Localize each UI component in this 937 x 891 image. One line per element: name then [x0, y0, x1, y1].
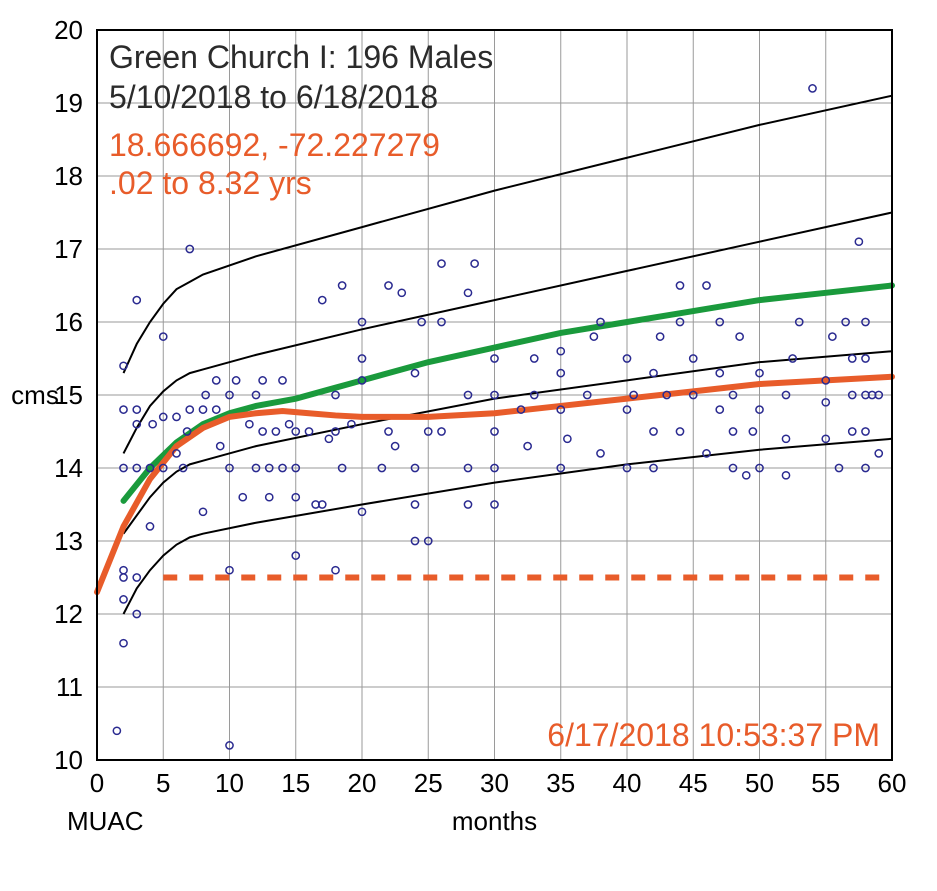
chart-svg: 0510152025303540455055601011121314151617… [0, 0, 937, 891]
x-tick-label: 20 [348, 768, 377, 798]
chart-title-line1: Green Church I: 196 Males [109, 39, 493, 75]
x-tick-label: 45 [679, 768, 708, 798]
x-tick-label: 0 [90, 768, 104, 798]
y-tick-label: 19 [54, 88, 83, 118]
x-tick-label: 50 [745, 768, 774, 798]
y-axis-label: cms [11, 380, 59, 410]
x-axis-label: months [452, 806, 537, 836]
x-tick-label: 30 [480, 768, 509, 798]
x-tick-label: 60 [878, 768, 907, 798]
muac-chart: 0510152025303540455055601011121314151617… [0, 0, 937, 891]
y-tick-label: 11 [56, 672, 83, 702]
y-tick-label: 13 [54, 526, 83, 556]
x-tick-label: 5 [156, 768, 170, 798]
y-tick-label: 17 [54, 234, 83, 264]
y-tick-label: 14 [54, 453, 83, 483]
y-tick-label: 18 [54, 161, 83, 191]
chart-meta-coords: 18.666692, -72.227279 [109, 127, 440, 163]
y-tick-label: 10 [54, 745, 83, 775]
x-tick-label: 35 [546, 768, 575, 798]
y-tick-label: 12 [54, 599, 83, 629]
x-tick-label: 55 [811, 768, 840, 798]
y-tick-label: 16 [54, 307, 83, 337]
bottom-left-label: MUAC [67, 806, 144, 836]
x-tick-label: 10 [215, 768, 244, 798]
chart-title-line2: 5/10/2018 to 6/18/2018 [109, 79, 438, 115]
x-tick-label: 40 [613, 768, 642, 798]
chart-timestamp: 6/17/2018 10:53:37 PM [547, 717, 880, 753]
x-tick-label: 25 [414, 768, 443, 798]
chart-meta-age-range: .02 to 8.32 yrs [109, 165, 312, 201]
y-tick-label: 20 [54, 15, 83, 45]
x-tick-label: 15 [281, 768, 310, 798]
